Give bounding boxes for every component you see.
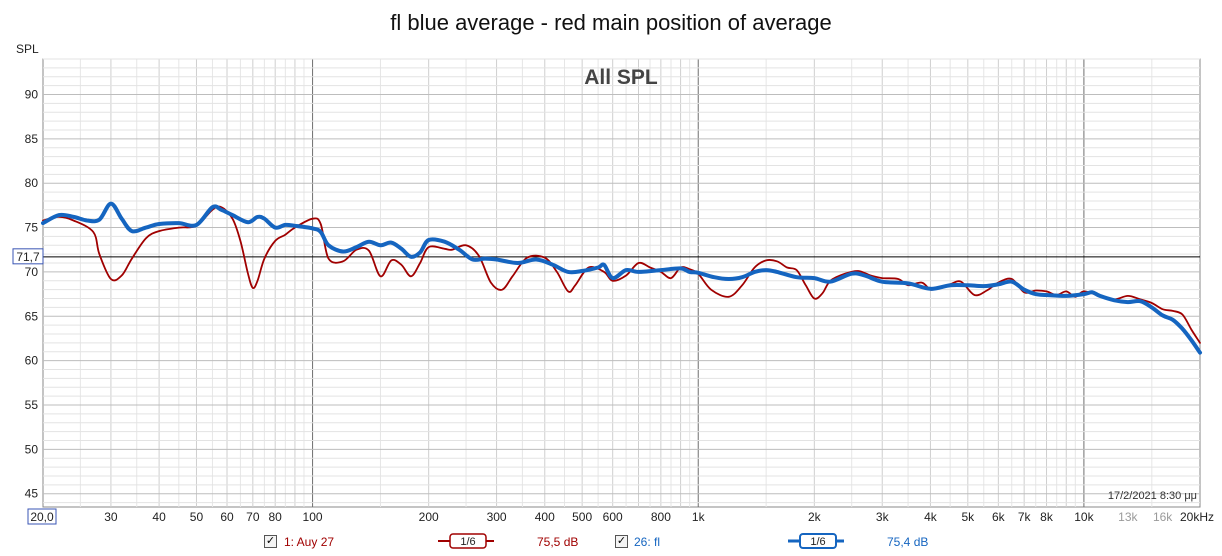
y-tick-label: 90 — [25, 87, 39, 101]
series-2-swatch[interactable]: 1/6 — [788, 532, 868, 550]
x-tick-label: 7k — [1018, 510, 1032, 524]
x-tick-label: 70 — [246, 510, 260, 524]
series-1-level: 75,5 dB — [537, 535, 579, 549]
x-tick-label: 16k — [1153, 510, 1173, 524]
x-tick-label: 50 — [190, 510, 204, 524]
y-tick-label: 60 — [25, 354, 39, 368]
x-tick-label: 3k — [876, 510, 890, 524]
x-tick-label: 80 — [269, 510, 283, 524]
y-tick-label: 85 — [25, 132, 39, 146]
y-tick-label: 75 — [25, 221, 39, 235]
y-tick-label: 55 — [25, 398, 39, 412]
x-tick-label: 20kHz — [1180, 510, 1214, 524]
y-tick-label: 70 — [25, 265, 39, 279]
series-lines — [41, 201, 1202, 355]
series-1-label[interactable]: 1: Auy 27 — [284, 535, 335, 549]
axes: 45 50 55 60 65 70 75 80 85 90 20,0 30 40 50 60 70 80 100 2… — [25, 87, 1214, 525]
x-tick-label: 60 — [220, 510, 234, 524]
series-2-smoothing: 1/6 — [810, 536, 825, 548]
x-tick-label: 8k — [1040, 510, 1054, 524]
x-tick-label: 200 — [419, 510, 439, 524]
y-tick-label: 50 — [25, 442, 39, 456]
x-tick-label: 40 — [152, 510, 166, 524]
chart-title: fl blue average - red main position of a… — [390, 10, 832, 35]
x-tick-label: 500 — [572, 510, 592, 524]
series-1-checkbox[interactable]: ✓ — [264, 535, 277, 548]
series-2-label[interactable]: 26: fl — [634, 535, 661, 549]
cursor-value-box — [12, 248, 44, 265]
x-tick-label: 800 — [651, 510, 671, 524]
x-tick-label: 30 — [104, 510, 118, 524]
check-icon: ✓ — [265, 535, 276, 547]
y-tick-label: 80 — [25, 176, 39, 190]
series-line-2 — [41, 201, 1202, 355]
x-tick-label: 5k — [961, 510, 975, 524]
legend: ✓ 1: Auy 27 1/6 75,5 dB ✓ 26: fl 1/6 75,… — [0, 532, 1222, 550]
timestamp: 17/2/2021 8:30 μμ — [1108, 490, 1197, 502]
x-tick-label: 4k — [924, 510, 938, 524]
x-cursor-box — [27, 508, 57, 525]
y-axis-label: SPL — [16, 42, 39, 56]
x-tick-label: 400 — [535, 510, 555, 524]
series-1-swatch[interactable]: 1/6 — [438, 532, 518, 550]
y-tick-label: 45 — [25, 487, 39, 501]
series-2-checkbox[interactable]: ✓ — [615, 535, 628, 548]
x-tick-label: 300 — [487, 510, 507, 524]
x-tick-label: 2k — [808, 510, 822, 524]
x-tick-label: 13k — [1118, 510, 1138, 524]
x-tick-label: 100 — [303, 510, 323, 524]
series-2-level: 75,4 dB — [887, 535, 929, 549]
series-1-smoothing: 1/6 — [460, 536, 475, 548]
x-tick-label: 6k — [992, 510, 1006, 524]
x-tick-label: 1k — [692, 510, 706, 524]
x-tick-label: 20,0 — [30, 510, 54, 524]
series-line-1 — [42, 205, 1201, 344]
cursor-value-label: 71,7 — [16, 250, 40, 264]
y-tick-label: 65 — [25, 309, 39, 323]
x-tick-label: 600 — [603, 510, 623, 524]
check-icon: ✓ — [616, 535, 627, 547]
plot-frame — [42, 58, 1201, 508]
cursor-line: 71,7 — [12, 248, 1200, 265]
x-tick-label: 10k — [1074, 510, 1094, 524]
inner-title: All SPL — [584, 66, 658, 89]
grid — [43, 58, 1200, 507]
